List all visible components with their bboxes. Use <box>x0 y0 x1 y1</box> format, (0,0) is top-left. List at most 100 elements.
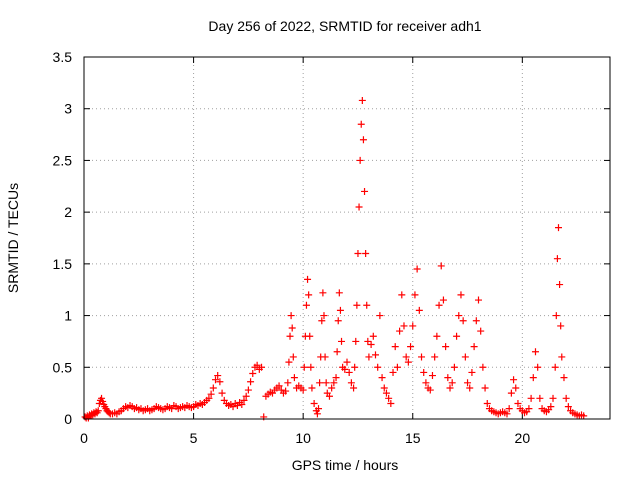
data-point <box>318 317 326 325</box>
data-point <box>335 289 343 297</box>
data-point <box>319 289 327 297</box>
data-point <box>345 368 353 376</box>
data-point <box>302 301 310 309</box>
data-point <box>527 394 535 402</box>
data-point <box>212 376 219 384</box>
data-point <box>564 403 572 411</box>
data-point <box>507 389 515 397</box>
data-point <box>304 275 312 283</box>
data-point <box>557 322 565 330</box>
data-point <box>534 363 542 371</box>
data-point <box>332 374 340 382</box>
data-point <box>343 358 351 366</box>
plot-frame <box>83 56 611 420</box>
data-point <box>551 363 559 371</box>
data-point <box>347 379 355 387</box>
data-point <box>216 378 224 386</box>
data-point <box>289 353 297 361</box>
data-point <box>322 379 330 387</box>
data-point <box>249 369 257 377</box>
data-point <box>374 363 382 371</box>
data-point <box>531 348 539 356</box>
data-point <box>284 379 292 387</box>
data-point <box>328 384 336 392</box>
data-point <box>382 389 390 397</box>
data-point <box>299 386 307 394</box>
data-point <box>351 363 359 371</box>
data-point <box>554 224 562 232</box>
x-tick-label: 5 <box>190 430 198 446</box>
data-point <box>207 390 215 398</box>
data-point <box>457 291 465 299</box>
data-point <box>553 255 561 263</box>
data-point <box>448 379 456 387</box>
data-point <box>275 382 283 390</box>
data-point <box>472 317 480 325</box>
data-point <box>307 363 315 371</box>
data-point <box>240 396 248 404</box>
data-point <box>479 363 487 371</box>
data-point <box>258 363 266 371</box>
data-point <box>341 365 349 373</box>
data-point <box>400 322 408 330</box>
data-point <box>244 386 252 394</box>
data-point <box>371 351 379 359</box>
data-point <box>468 368 476 376</box>
chart-title: Day 256 of 2022, SRMTID for receiver adh… <box>208 18 481 34</box>
data-point <box>560 374 568 382</box>
data-point <box>529 374 537 382</box>
data-point <box>483 399 491 407</box>
data-point <box>367 341 375 349</box>
data-point <box>461 353 469 361</box>
data-point <box>238 401 246 409</box>
data-point <box>350 384 358 392</box>
data-point <box>525 405 533 413</box>
data-point <box>338 337 346 345</box>
data-point <box>253 361 261 369</box>
data-point <box>376 312 384 320</box>
data-point <box>407 343 415 351</box>
data-point <box>336 306 344 314</box>
data-point <box>358 96 366 104</box>
data-point <box>315 405 323 413</box>
data-point <box>313 410 321 418</box>
data-point <box>514 399 522 407</box>
x-tick-label: 20 <box>515 430 531 446</box>
data-point <box>404 358 412 366</box>
data-point <box>446 384 454 392</box>
data-point <box>512 384 520 392</box>
data-point <box>391 343 399 351</box>
data-point <box>286 332 294 340</box>
data-point <box>282 387 290 395</box>
data-point <box>365 353 373 361</box>
data-point <box>285 358 293 366</box>
data-point <box>459 317 467 325</box>
data-point <box>353 301 361 309</box>
data-point <box>306 332 314 340</box>
data-point <box>362 250 370 258</box>
data-point <box>562 394 570 402</box>
y-tick-label: 1.5 <box>53 256 73 272</box>
data-point <box>209 384 217 392</box>
data-point <box>580 412 588 420</box>
data-point <box>433 332 441 340</box>
y-tick-label: 0 <box>64 411 72 427</box>
data-point <box>475 296 482 304</box>
data-point <box>466 384 474 392</box>
data-point <box>364 337 372 345</box>
data-point <box>330 379 338 387</box>
data-point <box>290 374 298 382</box>
data-point <box>444 374 452 382</box>
data-point <box>409 322 417 330</box>
data-point <box>431 353 439 361</box>
data-point <box>547 403 555 411</box>
x-axis-label: GPS time / hours <box>292 457 399 473</box>
data-point <box>334 317 342 325</box>
grid-lines <box>84 57 610 419</box>
data-point <box>354 250 362 258</box>
data-point <box>98 394 106 402</box>
data-point <box>435 301 443 309</box>
data-point <box>308 384 316 392</box>
data-point <box>385 394 393 402</box>
data-point <box>387 399 395 407</box>
